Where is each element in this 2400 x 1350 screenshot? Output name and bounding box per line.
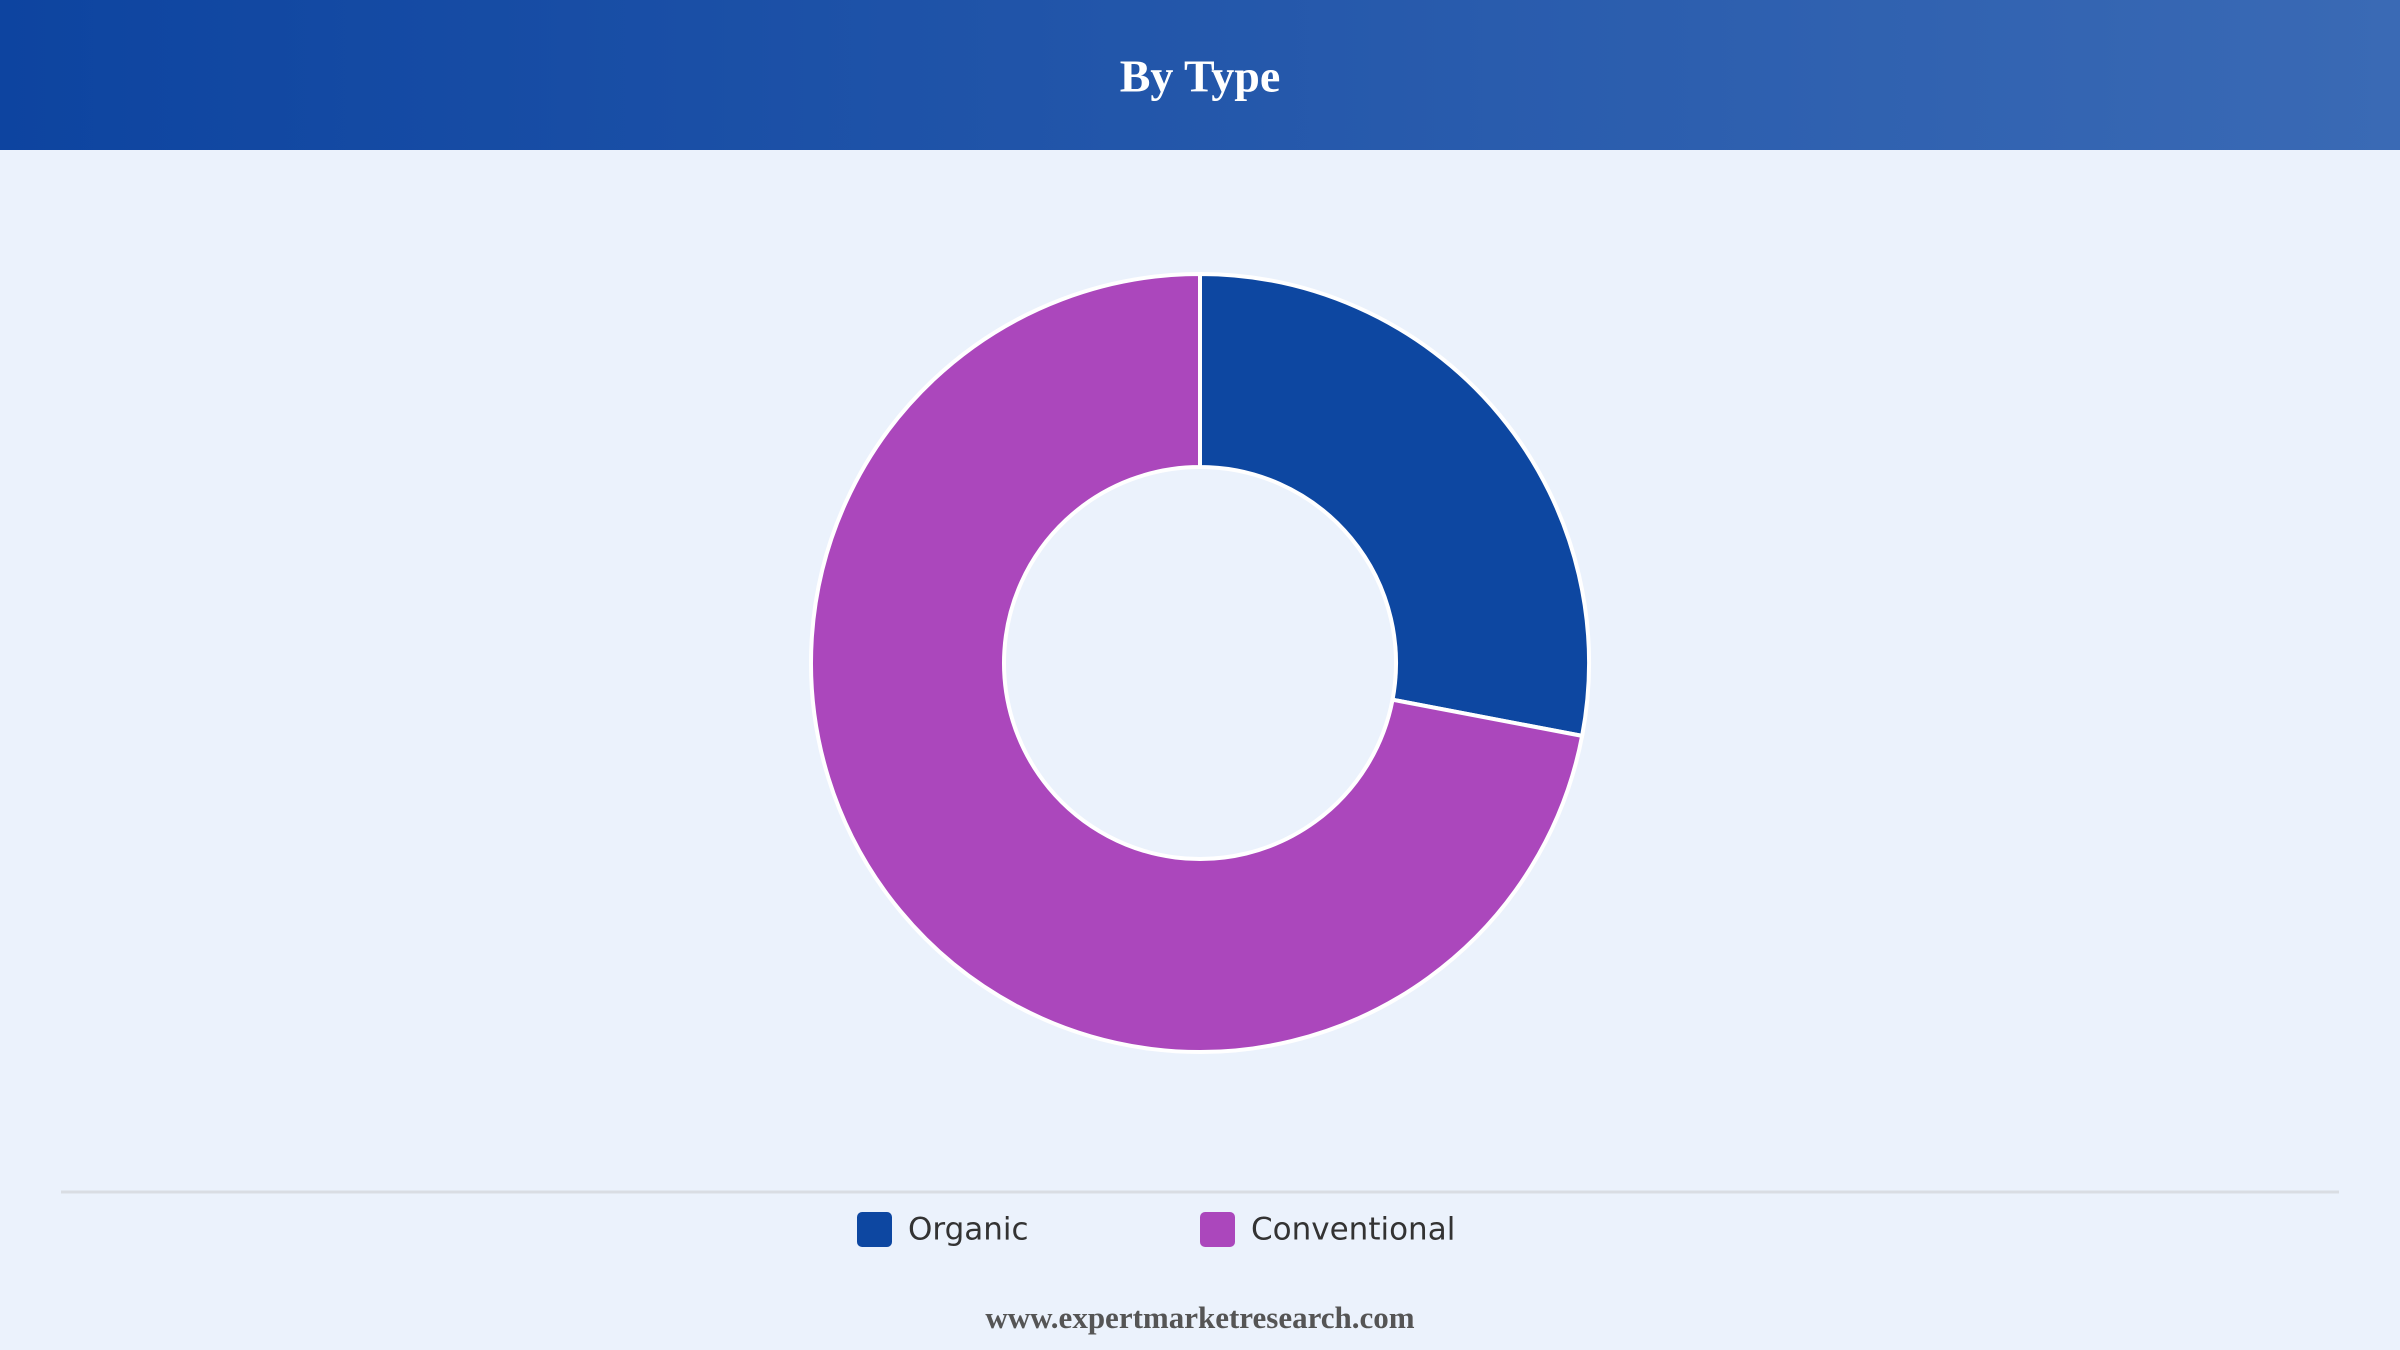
slice [1198,271,1591,739]
chart-title: By Type [1120,51,1281,102]
slice [809,271,1585,1054]
legend: Organic Conventional [857,1212,1455,1248]
footer: www.expertmarketresearch.com [985,1300,1414,1335]
legend-swatch [1200,1212,1235,1247]
legend-label: Conventional [1251,1212,1455,1248]
legend-swatch [857,1212,892,1247]
header-bar [0,0,2400,150]
donut [809,271,1591,1054]
legend-label: Organic [908,1212,1029,1248]
